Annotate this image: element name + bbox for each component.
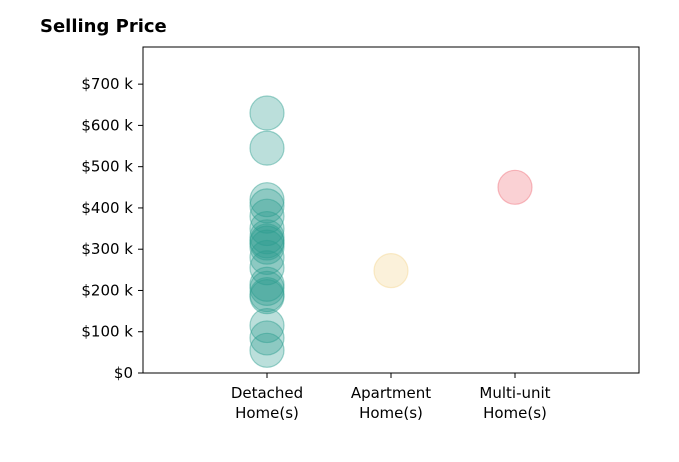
data-point — [249, 223, 285, 259]
x-tick-label: Apartment — [351, 384, 431, 402]
y-tick-label: $600 k — [81, 116, 133, 134]
x-axis: Detached Home(s) Apartment Home(s) Multi-uni… — [231, 373, 551, 422]
plot-frame — [142, 46, 640, 374]
data-point — [497, 169, 533, 205]
data-point — [249, 95, 285, 131]
y-tick-label: $700 k — [81, 75, 133, 93]
data-point — [249, 279, 285, 315]
y-tick-label: $400 k — [81, 199, 133, 217]
data-point — [249, 270, 285, 307]
y-tick-label: $300 k — [81, 240, 133, 258]
data-point — [249, 219, 285, 255]
data-point — [249, 182, 285, 218]
x-tick-label: Multi-unit — [479, 384, 550, 402]
data-point — [249, 320, 285, 356]
data-point — [249, 250, 285, 286]
x-tick-label: Home(s) — [359, 404, 423, 422]
y-tick-label: $200 k — [81, 281, 133, 299]
data-point — [249, 266, 285, 302]
points-layer — [249, 95, 533, 368]
data-point — [249, 239, 285, 276]
data-point — [249, 210, 285, 247]
data-point — [249, 188, 285, 224]
data-point — [373, 253, 409, 289]
data-point — [249, 332, 285, 368]
y-tick-label: $500 k — [81, 158, 133, 176]
x-tick-label: Detached — [231, 384, 303, 402]
data-point — [249, 307, 285, 344]
data-point — [249, 276, 285, 313]
data-point — [249, 225, 285, 261]
y-tick-label: $0 — [114, 364, 133, 382]
y-axis: $0 $100 k $200 k $300 k $400 k $500 k $600 k $7… — [81, 75, 143, 382]
y-tick-label: $100 k — [81, 323, 133, 341]
data-point — [249, 229, 285, 265]
chart-title: Selling Price — [40, 16, 167, 37]
x-tick-label: Home(s) — [235, 404, 299, 422]
data-point — [249, 130, 285, 166]
data-point — [249, 198, 285, 234]
x-tick-label: Home(s) — [483, 404, 547, 422]
